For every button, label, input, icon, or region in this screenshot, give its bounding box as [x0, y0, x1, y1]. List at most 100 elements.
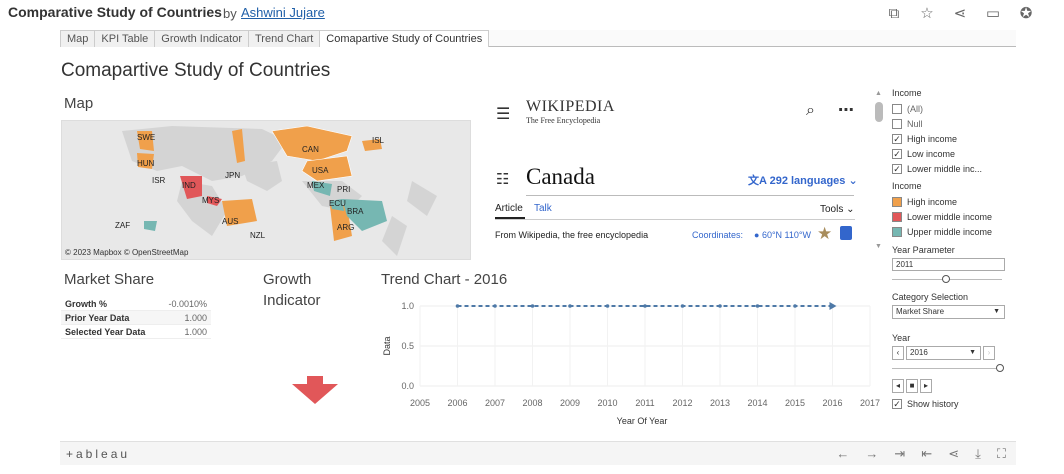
checkbox-checked[interactable]: ✓ [892, 148, 902, 159]
slider-knob[interactable] [996, 364, 1004, 372]
map-label-bra: BRA [347, 207, 364, 216]
search-icon[interactable]: ⌕ [806, 102, 815, 119]
wiki-scrollbar[interactable]: ▲ ▼ [874, 90, 884, 250]
year-parameter-slider[interactable] [892, 274, 1002, 284]
row-key: Growth % [65, 299, 107, 309]
translate-icon: 文A [748, 175, 770, 187]
toc-icon[interactable]: ☷ [496, 171, 510, 188]
tab-strip: Map KPI Table Growth Indicator Trend Cha… [60, 30, 1016, 47]
income-option-all[interactable]: (All) [892, 101, 1012, 116]
play-forward-button[interactable]: ▸ [920, 379, 932, 393]
x-tick-label: 2007 [485, 398, 505, 408]
data-point [680, 304, 685, 308]
wikipedia-panel[interactable]: ☰ WIKIPEDIA The Free Encyclopedia ⌕ ⋯ ☷ … [492, 92, 862, 252]
scroll-thumb[interactable] [875, 102, 883, 122]
data-point [718, 304, 722, 308]
tabs-rule [495, 219, 855, 220]
map-label-isr: ISR [152, 176, 166, 185]
year-slider[interactable] [892, 363, 1004, 373]
data-point [568, 304, 572, 308]
by-label: by [223, 6, 237, 21]
legend-item[interactable]: Upper middle income [892, 224, 1012, 239]
map-label-zaf: ZAF [115, 221, 131, 230]
scroll-down-icon[interactable]: ▼ [875, 243, 882, 250]
tab-trend-chart[interactable]: Trend Chart [248, 30, 321, 47]
year-parameter-input[interactable]: 2011 [892, 258, 1005, 271]
tab-talk[interactable]: Talk [534, 203, 552, 214]
checkbox[interactable] [892, 118, 902, 129]
more-options-icon[interactable]: ⋯ [838, 102, 854, 119]
protection-lock-icon [840, 226, 852, 240]
footer-controls: ← → ⇥ ⇤ ⋖ ⤓ ⛶ [836, 446, 1006, 462]
checkbox-checked[interactable]: ✓ [892, 133, 902, 144]
show-history-toggle[interactable]: ✓ Show history [892, 396, 1012, 411]
category-value: Market Share [896, 307, 945, 316]
show-history-label: Show history [907, 398, 959, 409]
checkbox-checked[interactable]: ✓ [892, 163, 902, 174]
table-row: Selected Year Data 1.000 [61, 325, 211, 339]
slider-knob[interactable] [942, 275, 950, 283]
author-link[interactable]: Ashwini Jujare [241, 5, 325, 20]
redo-icon[interactable]: → [865, 446, 879, 461]
category-selection-title: Category Selection [892, 292, 969, 302]
income-option-null[interactable]: Null [892, 116, 1012, 131]
legend-item[interactable]: High income [892, 194, 1012, 209]
x-tick-label: 2013 [710, 398, 730, 408]
x-axis-label: Year Of Year [617, 416, 668, 426]
row-value: 1.000 [184, 327, 207, 337]
share-icon[interactable]: ⋖ [948, 446, 960, 461]
legend-swatch [892, 196, 902, 207]
reset-icon[interactable]: ⇤ [921, 446, 933, 461]
row-key: Prior Year Data [65, 313, 130, 323]
map-label-mex: MEX [307, 181, 325, 190]
category-select[interactable]: Market Share ▼ [892, 305, 1005, 319]
year-next-button[interactable]: › [983, 346, 995, 360]
year-value: 2016 [910, 348, 928, 357]
income-option-high[interactable]: ✓ High income [892, 131, 1012, 146]
tab-map[interactable]: Map [60, 30, 96, 47]
scroll-up-icon[interactable]: ▲ [875, 90, 882, 97]
tab-article[interactable]: Article [495, 203, 523, 214]
world-map[interactable]: SWE HUN ISR IND MYS JPN CAN USA MEX PRI … [61, 120, 471, 260]
tab-kpi-table[interactable]: KPI Table [94, 30, 156, 47]
coordinates-label: Coordinates: [692, 230, 744, 240]
from-wikipedia-text: From Wikipedia, the free encyclopedia [495, 230, 649, 240]
star-icon[interactable]: ☆ [920, 5, 934, 22]
share-icon[interactable]: ⋖ [953, 5, 967, 22]
copy-icon[interactable]: ⧉ [888, 5, 900, 22]
wikipedia-logo[interactable]: WIKIPEDIA [526, 98, 615, 115]
revert-icon[interactable]: ⇥ [894, 446, 906, 461]
x-tick-label: 2016 [822, 398, 842, 408]
download-icon[interactable]: ⤓ [975, 446, 981, 461]
fullscreen-icon[interactable]: ⛶ [996, 446, 1006, 461]
x-tick-label: 2006 [447, 398, 467, 408]
data-point [793, 304, 797, 308]
languages-button[interactable]: 文A 292 languages ⌄ [748, 175, 858, 187]
tableau-logo[interactable]: +ableau [66, 447, 131, 461]
badge-icon[interactable]: ✪ [1019, 5, 1033, 22]
coordinates-value[interactable]: ● 60°N 110°W [754, 230, 811, 240]
play-back-button[interactable]: ◂ [892, 379, 904, 393]
option-label: High income [907, 133, 958, 144]
tools-dropdown[interactable]: Tools ⌄ [820, 204, 855, 215]
checkbox[interactable] [892, 103, 902, 114]
year-select[interactable]: 2016 ▼ [906, 346, 981, 360]
map-label-can: CAN [302, 145, 319, 154]
income-option-lower-middle[interactable]: ✓ Lower middle inc... [892, 161, 1012, 176]
comment-icon[interactable]: ▭ [985, 5, 1001, 22]
stop-button[interactable]: ■ [906, 379, 918, 393]
undo-icon[interactable]: ← [836, 446, 850, 461]
year-prev-button[interactable]: ‹ [892, 346, 904, 360]
tab-comparative-study[interactable]: Comapartive Study of Countries [319, 30, 490, 47]
trend-chart[interactable]: 0.0 0.5 1.0 2005 2006 2007 2008 2009 2010 2011 201… [380, 292, 880, 432]
legend-swatch [892, 226, 902, 237]
y-axis-label: Data [382, 336, 392, 355]
hamburger-icon[interactable]: ☰ [496, 106, 511, 123]
y-tick-label: 0.5 [401, 341, 414, 351]
income-option-low[interactable]: ✓ Low income [892, 146, 1012, 161]
legend-item[interactable]: Lower middle income [892, 209, 1012, 224]
chevron-down-icon: ▼ [993, 308, 1000, 315]
map-label-aus: AUS [222, 217, 239, 226]
tab-growth-indicator[interactable]: Growth Indicator [154, 30, 249, 47]
checkbox-checked[interactable]: ✓ [892, 398, 902, 409]
